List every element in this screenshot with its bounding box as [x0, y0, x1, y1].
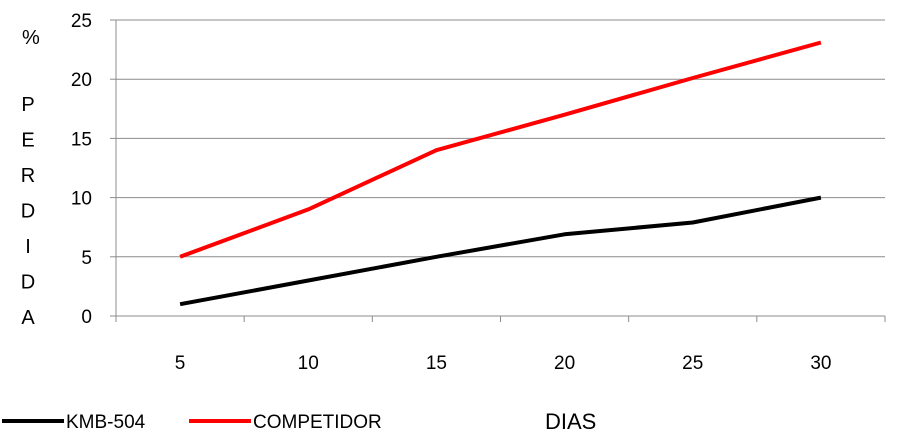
series-line-kmb-504: [179, 195, 822, 307]
x-tick-label-15: 15: [426, 353, 447, 374]
y-axis-title-letter: R: [21, 165, 35, 187]
x-tick-labels: 5 10 15 20 25 30: [175, 353, 832, 374]
y-tick-label-20: 20: [71, 70, 92, 91]
y-axis-title-letter: A: [21, 307, 35, 329]
legend-label-kmb-504: KMB-504: [66, 412, 146, 432]
y-tick-label-0: 0: [81, 307, 92, 328]
y-tick-labels: 0 5 10 15 20 25: [71, 11, 92, 328]
y-axis-unit-label: %: [22, 27, 40, 49]
y-axis-title-letter: D: [21, 272, 35, 294]
y-tick-label-25: 25: [71, 11, 92, 32]
legend: KMB-504 COMPETIDOR: [2, 412, 382, 432]
series-lines: [179, 40, 822, 307]
x-tick-label-5: 5: [175, 353, 186, 374]
y-axis-title-letter: P: [21, 94, 34, 116]
x-tick-label-30: 30: [810, 353, 831, 374]
y-axis-title-letter: E: [21, 130, 34, 152]
y-tick-label-15: 15: [71, 129, 92, 150]
x-tick-label-20: 20: [554, 353, 575, 374]
y-tick-label-10: 10: [71, 189, 92, 210]
legend-label-competidor: COMPETIDOR: [253, 412, 382, 432]
y-axis-title-letter: I: [25, 236, 31, 258]
axes: [110, 19, 886, 322]
x-tick-label-10: 10: [298, 353, 319, 374]
y-tick-label-5: 5: [81, 248, 92, 269]
x-tick-label-25: 25: [682, 353, 703, 374]
y-axis-title-letter: D: [21, 201, 35, 223]
x-axis-label: DIAS: [545, 409, 596, 432]
gridlines: [116, 19, 885, 258]
series-line-competidor: [179, 40, 822, 259]
